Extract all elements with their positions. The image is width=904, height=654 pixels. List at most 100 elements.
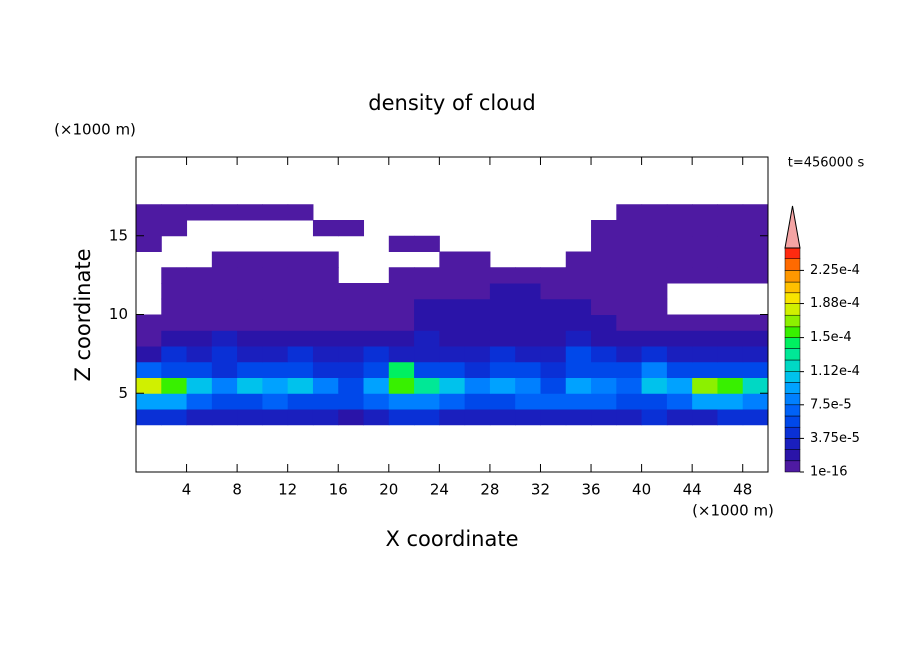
cell (338, 298, 365, 315)
x-tick-label: 16 (329, 481, 348, 499)
cell (489, 298, 516, 315)
cell (136, 393, 162, 410)
cell (262, 283, 289, 300)
cell (641, 330, 668, 347)
cell (591, 220, 617, 237)
cell (464, 377, 491, 394)
cell (515, 377, 541, 394)
cell (287, 346, 314, 363)
cell (692, 204, 718, 221)
cell (742, 314, 769, 331)
cell (161, 267, 188, 284)
cell (666, 314, 693, 331)
colorbar-tick-label: 1.88e-4 (810, 296, 860, 311)
cell (186, 283, 213, 300)
cell (363, 283, 390, 300)
x-unit: (×1000 m) (692, 502, 774, 520)
cell (616, 330, 643, 347)
cell (262, 251, 289, 268)
cell (439, 361, 466, 378)
colorbar-tick-label: 2.25e-4 (810, 263, 860, 278)
cell (641, 235, 668, 252)
cell (312, 220, 339, 237)
cell (641, 283, 668, 300)
cell (641, 267, 668, 284)
cell (439, 298, 466, 315)
cell (515, 330, 541, 347)
cell (616, 220, 643, 237)
cell (439, 283, 466, 300)
cell (186, 298, 213, 315)
cell (262, 393, 289, 410)
cell (692, 330, 718, 347)
cell (388, 298, 415, 315)
cell (439, 377, 466, 394)
cell (717, 346, 744, 363)
cell (616, 409, 643, 426)
cell (312, 361, 339, 378)
cell (338, 409, 365, 426)
cell (591, 361, 617, 378)
cell (515, 267, 541, 284)
y-axis-label: Z coordinate (71, 248, 95, 381)
cell (591, 298, 617, 315)
cell (489, 361, 516, 378)
cell (237, 361, 263, 378)
cell (388, 330, 415, 347)
cell (464, 346, 491, 363)
cell (641, 409, 668, 426)
cell (515, 393, 541, 410)
cell (641, 220, 668, 237)
cell (464, 409, 491, 426)
y-tick-label: 10 (109, 305, 128, 323)
colorbar-tick-label: 1e-16 (810, 465, 848, 480)
cell (237, 346, 263, 363)
y-tick-label: 5 (118, 384, 128, 402)
cell (161, 330, 188, 347)
colorbar-box (784, 247, 801, 260)
cell (287, 267, 314, 284)
cell (136, 361, 162, 378)
cell (540, 314, 567, 331)
colorbar-box (784, 337, 801, 349)
cell (287, 314, 314, 331)
cell (439, 314, 466, 331)
cell (591, 409, 617, 426)
cell (388, 377, 415, 394)
x-tick-label: 44 (683, 481, 702, 499)
cell (237, 267, 263, 284)
cell (186, 393, 213, 410)
colorbar-box (784, 303, 801, 316)
cell (591, 267, 617, 284)
cell (414, 314, 440, 331)
cell (616, 346, 643, 363)
cell (641, 361, 668, 378)
cell (515, 361, 541, 378)
cell (186, 409, 213, 426)
cell (388, 393, 415, 410)
cell (565, 283, 592, 300)
cell (515, 346, 541, 363)
cell (641, 393, 668, 410)
cell (591, 346, 617, 363)
cell (464, 283, 491, 300)
cell (439, 393, 466, 410)
cell (489, 267, 516, 284)
cell (388, 361, 415, 378)
cell (742, 409, 769, 426)
cell (237, 409, 263, 426)
cell (414, 377, 440, 394)
x-tick-label: 48 (733, 481, 752, 499)
cell (717, 235, 744, 252)
cell (161, 204, 188, 221)
colorbar-box (784, 393, 801, 406)
cell (464, 393, 491, 410)
cell (742, 377, 769, 394)
cell (211, 393, 238, 410)
cell (540, 393, 567, 410)
cell (136, 377, 162, 394)
cell (388, 314, 415, 331)
cell (136, 204, 162, 221)
cell (136, 220, 162, 237)
